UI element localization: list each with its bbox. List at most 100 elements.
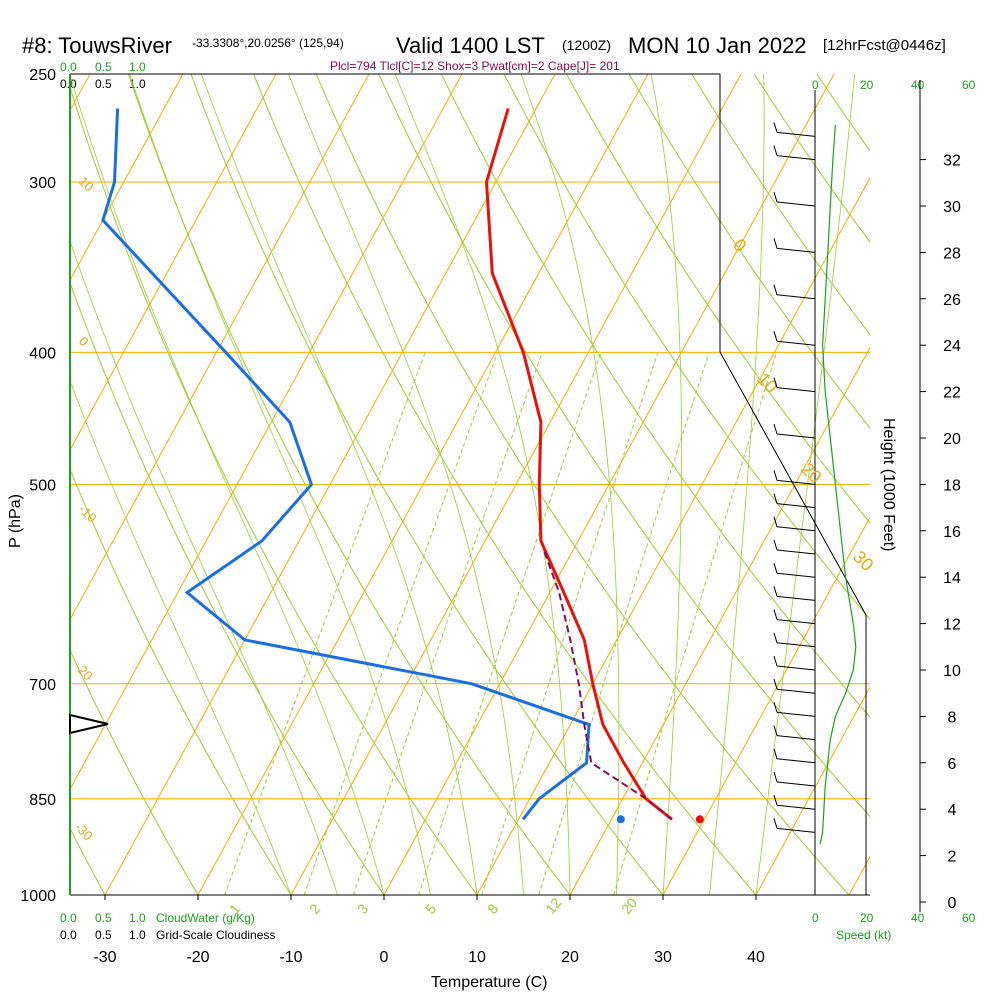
wind-speed-line	[819, 124, 857, 845]
svg-text:40: 40	[911, 911, 925, 925]
moist-adiabat-line	[709, 74, 765, 895]
x-tick-label: 20	[561, 949, 579, 966]
moist-adiabat-line	[755, 74, 856, 895]
pressure-tick-label: 400	[29, 345, 56, 362]
wind-barb	[776, 827, 816, 833]
wind-barb-flag	[773, 702, 778, 713]
svg-text:0: 0	[812, 911, 819, 925]
svg-text:0.5: 0.5	[95, 60, 112, 74]
wind-barb-flag	[773, 284, 778, 295]
isotherm-line	[755, 685, 870, 895]
cloud-scale-top: 0.0 0.5 1.0 0.0 0.5 1.0	[60, 60, 146, 91]
moist-adiabat-line	[520, 74, 620, 895]
wind-barb	[776, 665, 816, 671]
pbl-marker	[69, 713, 109, 735]
wind-barb	[776, 688, 816, 694]
mixing-ratio-label: 5	[422, 901, 439, 917]
isotherm-label: 10	[753, 369, 781, 397]
parcel-line	[543, 551, 673, 821]
wind-barb	[776, 294, 816, 300]
svg-text:0: 0	[812, 78, 819, 92]
svg-text:20: 20	[860, 78, 874, 92]
height-tick-label: 28	[943, 245, 961, 262]
dry-adiabat-line	[70, 85, 478, 895]
height-tick-label: 12	[943, 617, 961, 634]
dewpoint-line	[101, 108, 591, 821]
wind-barb-flag	[773, 238, 778, 249]
height-tick-label: 20	[943, 431, 961, 448]
cloud-scale-bottom: 0.0 0.5 1.0 CloudWater (g/Kg) 0.0 0.5 1.…	[60, 911, 275, 942]
pressure-tick-label: 700	[29, 677, 56, 694]
wind-barb-flag	[773, 122, 778, 133]
wind-barb-flag	[773, 145, 778, 156]
x-tick-label: 10	[468, 949, 486, 966]
svg-text:1.0: 1.0	[129, 60, 146, 74]
wind-barb	[776, 526, 816, 532]
isobar-lines	[70, 73, 870, 896]
wind-barb	[776, 758, 816, 764]
axis-ticks: -30 -20 -10 0 10 20 30 402503004005007008501000…	[20, 67, 961, 966]
wind-barb	[776, 549, 816, 555]
mixing-ratio-line	[303, 352, 498, 895]
surface-dewpoint-point	[616, 815, 625, 824]
mixing-ratio-line	[613, 352, 778, 895]
surface-temperature-point	[695, 815, 704, 824]
mixing-ratio-line	[418, 352, 602, 895]
dry-adiabat-line	[566, 74, 870, 524]
svg-text:60: 60	[962, 78, 976, 92]
svg-text:1.0: 1.0	[129, 911, 146, 925]
svg-text:1.0: 1.0	[129, 928, 146, 942]
wind-barb	[776, 503, 816, 509]
wind-barb-flag	[773, 563, 778, 574]
mixing-ratio-label: 2	[306, 901, 323, 917]
svg-text:0.5: 0.5	[95, 77, 112, 91]
forecast-date: MON 10 Jan 2022	[628, 33, 807, 58]
wind-barb-flag	[773, 818, 778, 829]
x-tick-label: 40	[747, 949, 765, 966]
mixing-ratio-label: 20	[618, 895, 640, 917]
temperature-line	[484, 108, 673, 821]
svg-text:0.0: 0.0	[60, 77, 77, 91]
isotherm-label: 30	[849, 547, 877, 575]
forecast-info: [12hrFcst@0446z]	[823, 37, 946, 54]
isotherm-label: 0	[729, 235, 750, 256]
plot-frame	[69, 73, 921, 912]
station-title: #8: TouwsRiver	[22, 33, 172, 58]
height-tick-label: 0	[948, 895, 957, 912]
height-tick-label: 18	[943, 477, 961, 494]
dry-adiabat-line	[503, 74, 870, 621]
x-tick-label: 0	[380, 949, 389, 966]
wind-barb	[776, 387, 816, 393]
wind-barb	[776, 433, 816, 439]
mixing-ratio-line	[538, 352, 710, 895]
mixing-ratio-label: 3	[354, 901, 371, 917]
wind-barb	[776, 642, 816, 648]
pressure-tick-label: 250	[29, 67, 56, 84]
sounding-profiles	[69, 108, 704, 824]
isotherm-label: 0	[76, 334, 92, 350]
wind-barb-flag	[773, 423, 778, 435]
dry-adiabat-lines	[70, 74, 870, 895]
svg-text:0.5: 0.5	[95, 928, 112, 942]
height-tick-label: 30	[943, 199, 961, 216]
wind-barb-flag	[773, 331, 778, 342]
height-tick-label: 8	[948, 709, 957, 726]
mixing-ratio-label: 12	[542, 895, 564, 917]
isotherm-line	[70, 74, 277, 451]
pressure-tick-label: 500	[29, 478, 56, 495]
wind-barb	[776, 711, 816, 717]
moist-adiabat-line	[394, 74, 571, 895]
svg-text:0.5: 0.5	[95, 911, 112, 925]
cloud-water-label: CloudWater (g/Kg)	[156, 911, 255, 925]
height-axis-title: Height (1000 Feet)	[880, 418, 897, 551]
height-tick-label: 16	[943, 524, 961, 541]
dry-adiabat-line	[70, 649, 199, 895]
x-tick-label: -20	[186, 949, 209, 966]
moist-adiabat-line	[70, 379, 292, 895]
dry-adiabat-line	[127, 74, 571, 895]
y-axis-title: P (hPa)	[7, 494, 24, 548]
pressure-tick-label: 1000	[20, 888, 56, 905]
wind-barb-flag	[773, 655, 778, 667]
dry-adiabat-line	[440, 74, 870, 718]
